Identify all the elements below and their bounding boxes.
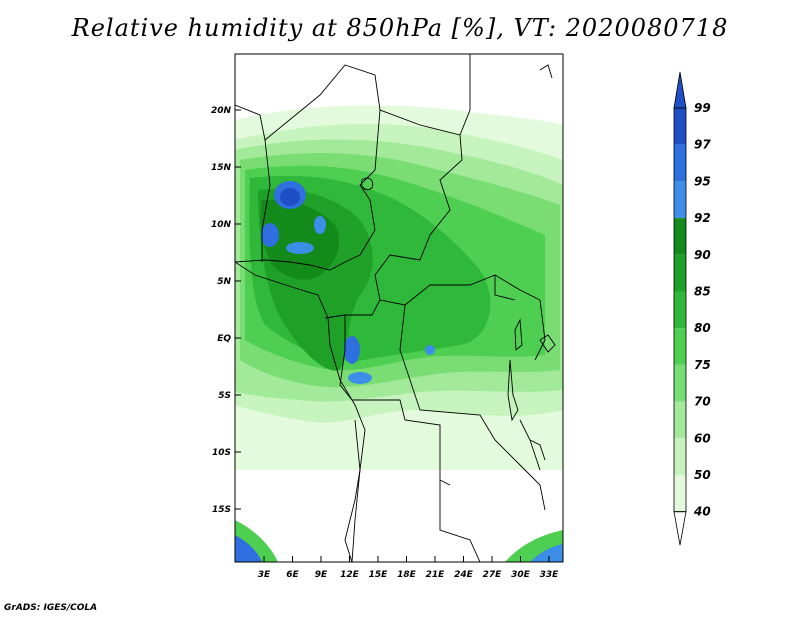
colorbar-segment	[674, 364, 686, 402]
colorbar-label: 95	[694, 174, 711, 188]
lon-tick-label: 15E	[369, 570, 389, 580]
colorbar-label: 70	[694, 395, 711, 409]
lat-tick-label: 20N	[211, 106, 232, 116]
colorbar-segment	[674, 328, 686, 365]
colorbar-label: 92	[694, 211, 711, 225]
colorbar-segment	[674, 438, 686, 475]
lat-tick-label: 5N	[217, 277, 231, 287]
colorbar-label: 40	[693, 505, 711, 519]
lon-tick-label: 33E	[540, 570, 560, 580]
colorbar-segment	[674, 181, 686, 219]
latitude-axis: 20N 15N 10N 5N EQ 5S 10S 15S	[211, 106, 241, 515]
lat-tick-label: 5S	[218, 391, 231, 401]
lon-tick-label: 30E	[511, 570, 531, 580]
colorbar-segment	[674, 254, 686, 292]
lat-tick-label: 10N	[211, 220, 232, 230]
colorbar-label: 99	[694, 101, 711, 115]
colorbar-top-arrow	[673, 71, 687, 109]
colorbar-segment	[674, 291, 686, 329]
lon-tick-label: 18E	[397, 570, 417, 580]
lon-tick-label: 12E	[340, 570, 360, 580]
lon-tick-label: 24E	[454, 570, 474, 580]
colorbar-label: 85	[694, 285, 711, 299]
colorbar-label: 97	[694, 138, 711, 152]
lon-tick-label: 27E	[483, 570, 503, 580]
colorbar-label: 80	[694, 321, 711, 335]
colorbar-label: 60	[694, 431, 711, 445]
colorbar-label: 90	[694, 248, 711, 262]
lat-tick-label: EQ	[217, 334, 231, 344]
colorbar-segment	[674, 218, 686, 255]
colorbar: 99 97 95 92 90 85 80 75 70 60 50 40	[673, 71, 711, 546]
lat-tick-label: 15N	[211, 163, 232, 173]
map-frame	[234, 53, 564, 563]
lon-tick-label: 6E	[286, 570, 299, 580]
credit-text: GrADS: IGES/COLA	[4, 603, 98, 613]
colorbar-label: 50	[694, 468, 711, 482]
colorbar-outline	[673, 107, 687, 513]
humidity-field	[235, 54, 563, 562]
longitude-axis: 3E 6E 9E 12E 15E 18E 21E 24E 27E 30E 33E	[258, 556, 559, 580]
colorbar-segment	[674, 144, 686, 182]
lat-tick-label: 10S	[212, 448, 231, 458]
colorbar-label: 75	[694, 358, 711, 372]
lon-tick-label: 3E	[258, 570, 271, 580]
chart-title: Relative humidity at 850hPa [%], VT: 202…	[71, 14, 729, 42]
lat-tick-label: 15S	[212, 505, 231, 515]
colorbar-bottom-arrow	[673, 511, 687, 546]
colorbar-segment	[674, 401, 686, 439]
colorbar-segment	[674, 108, 686, 145]
lon-tick-label: 21E	[426, 570, 446, 580]
colorbar-segment	[674, 475, 686, 512]
country-borders	[235, 54, 556, 562]
lon-tick-label: 9E	[315, 570, 328, 580]
